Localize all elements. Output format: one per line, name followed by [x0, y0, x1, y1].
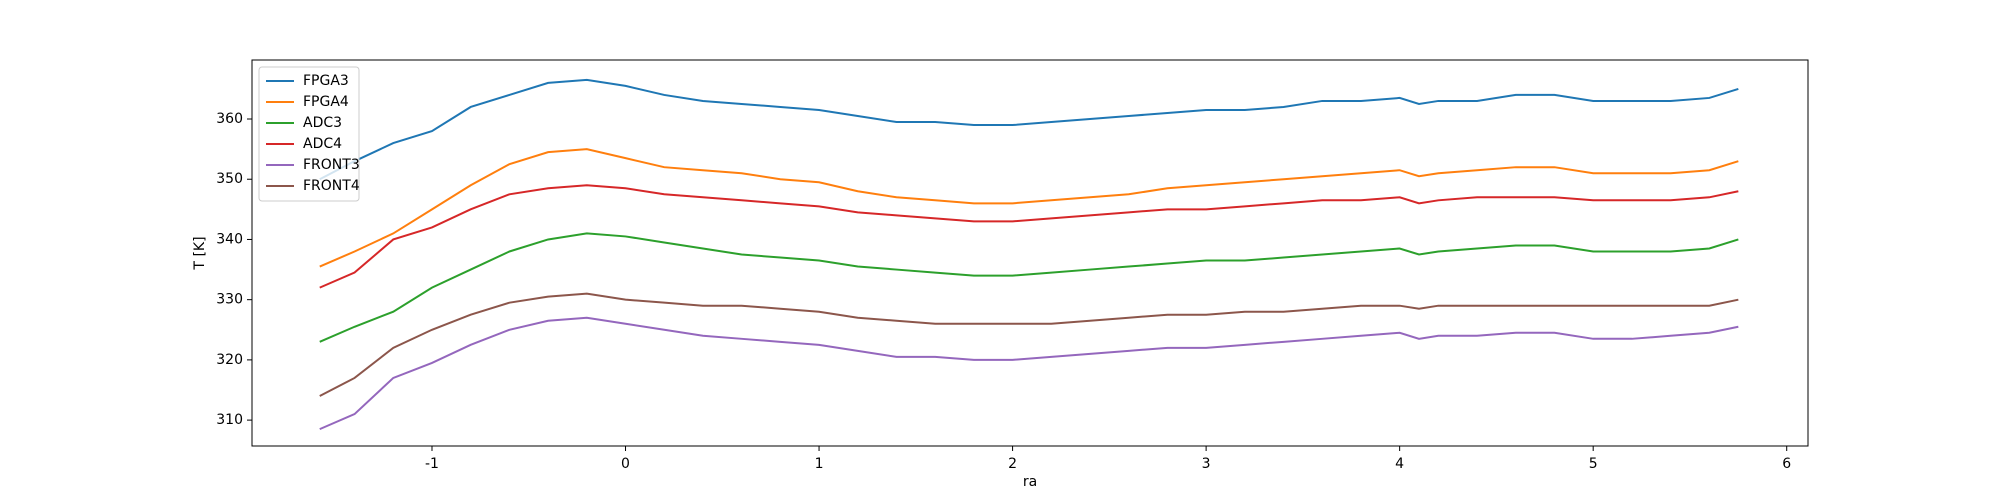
y-axis-label: T [K] [192, 236, 208, 270]
series-line [319, 292, 1739, 397]
x-tick-label: 1 [815, 456, 824, 472]
plot-frame [251, 59, 1809, 447]
legend-box [258, 66, 360, 202]
legend-label: FPGA4 [303, 94, 349, 110]
series-line [319, 78, 1739, 181]
y-tick-label: 350 [216, 171, 243, 187]
series-line [319, 232, 1739, 343]
x-tick-label: -1 [425, 456, 439, 472]
legend-label: FRONT4 [303, 178, 360, 194]
x-tick-label: 5 [1589, 456, 1598, 472]
legend-label: ADC3 [303, 115, 342, 131]
y-tick-label: 360 [216, 111, 243, 127]
series-line [319, 148, 1739, 268]
x-axis-label: ra [1023, 474, 1037, 490]
series-line [319, 184, 1739, 289]
x-tick-label: 4 [1395, 456, 1404, 472]
x-tick-label: 6 [1782, 456, 1791, 472]
x-tick-label: 2 [1008, 456, 1017, 472]
x-tick-label: 0 [621, 456, 630, 472]
x-tick-label: 3 [1202, 456, 1211, 472]
y-tick-label: 330 [216, 292, 243, 308]
legend-label: FPGA3 [303, 73, 349, 89]
y-tick-label: 320 [216, 352, 243, 368]
legend-label: ADC4 [303, 136, 342, 152]
y-tick-label: 310 [216, 412, 243, 428]
y-tick-label: 340 [216, 231, 243, 247]
series-line [319, 316, 1739, 431]
legend-label: FRONT3 [303, 157, 360, 173]
